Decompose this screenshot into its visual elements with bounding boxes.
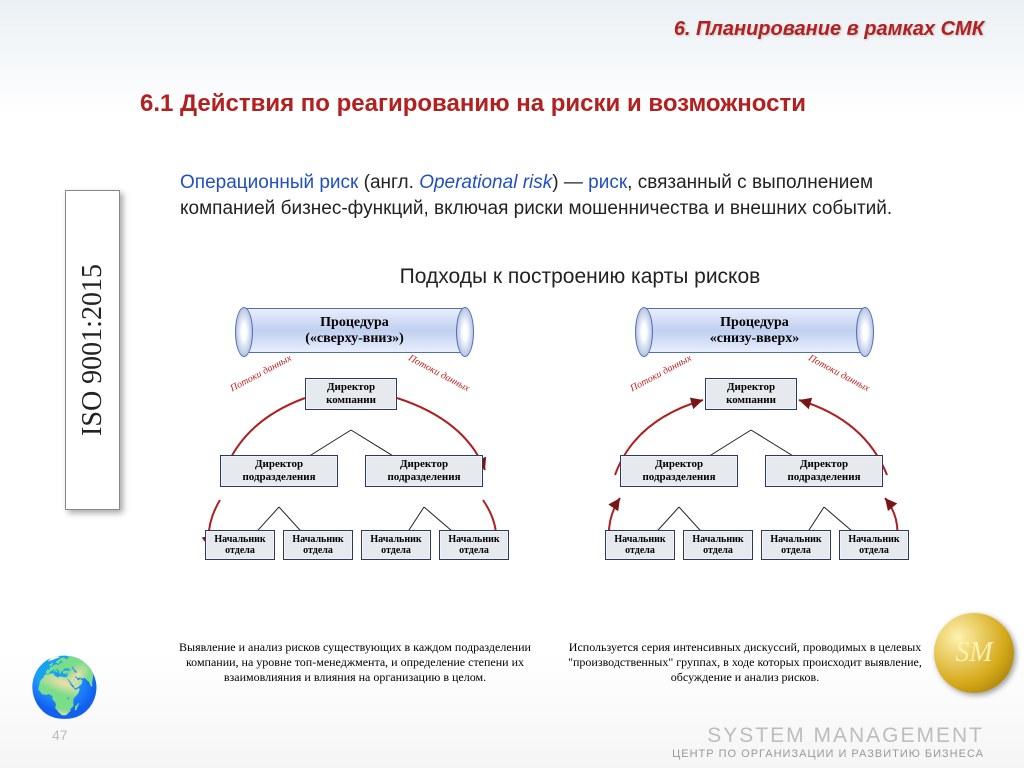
txt: отдела xyxy=(381,545,411,557)
txt: Директор xyxy=(255,458,303,471)
txt: Директор xyxy=(727,381,775,394)
flow-label: Потоки данных xyxy=(406,353,471,395)
txt: Директор xyxy=(655,458,703,471)
caption-left: Выявление и анализ рисков существующих в… xyxy=(170,640,540,685)
flow-label: Потоки данных xyxy=(228,353,293,395)
node-director: Директор компании xyxy=(705,378,797,410)
scroll-l1: Процедура xyxy=(320,315,389,331)
txt: отдела xyxy=(625,545,655,557)
term-link: риск xyxy=(588,172,627,193)
node-dept: Начальникотдела xyxy=(605,530,675,560)
brand-line-1: SYSTEM MANAGEMENT xyxy=(672,724,984,748)
txt: компании xyxy=(326,394,376,407)
flow-label: Потоки данных xyxy=(628,353,693,395)
txt: отдела xyxy=(459,545,489,557)
tree-top-down: Потоки данных Потоки данных Директор ком… xyxy=(165,370,535,630)
txt: отдела xyxy=(703,545,733,557)
tree-bottom-up: Потоки данных Потоки данных Директор ком… xyxy=(565,370,935,630)
txt: Начальник xyxy=(848,534,899,546)
scroll-l2: («сверху-вниз») xyxy=(305,331,404,347)
node-dept: Начальникотдела xyxy=(683,530,753,560)
scroll-r1: Процедура xyxy=(720,315,789,331)
node-subdirector: Директор подразделения xyxy=(620,455,738,487)
txt: подразделения xyxy=(387,471,460,484)
iso-sidebar: ISO 9001:2015 xyxy=(65,190,120,510)
node-dept: Начальникотдела xyxy=(205,530,275,560)
node-subdirector: Директор подразделения xyxy=(765,455,883,487)
brand-line-2: ЦЕНТР ПО ОРГАНИЗАЦИИ И РАЗВИТИЮ БИЗНЕСА xyxy=(672,748,984,760)
txt: Начальник xyxy=(292,534,343,546)
slide-subtitle: 6.1 Действия по реагированию на риски и … xyxy=(140,90,960,118)
node-dept: Начальникотдела xyxy=(439,530,509,560)
txt: (англ. xyxy=(358,172,419,193)
txt: компании xyxy=(726,394,776,407)
diagram-title: Подходы к построению карты рисков xyxy=(300,265,860,289)
txt: подразделения xyxy=(242,471,315,484)
scroll-top-down: Процедура («сверху-вниз») xyxy=(242,308,467,353)
node-subdirector: Директор подразделения xyxy=(365,455,483,487)
txt: отдела xyxy=(225,545,255,557)
coin-icon: SM xyxy=(934,613,1014,693)
scroll-bottom-up: Процедура «снизу-вверх» xyxy=(642,308,867,353)
caption-right: Используется серия интенсивных дискуссий… xyxy=(560,640,930,685)
node-subdirector: Директор подразделения xyxy=(220,455,338,487)
txt: Начальник xyxy=(692,534,743,546)
txt: отдела xyxy=(859,545,889,557)
txt: отдела xyxy=(781,545,811,557)
globe-icon: 🌍 xyxy=(20,643,110,733)
txt: ) — xyxy=(552,172,588,193)
txt: Начальник xyxy=(370,534,421,546)
txt: отдела xyxy=(303,545,333,557)
txt: Начальник xyxy=(214,534,265,546)
iso-label: ISO 9001:2015 xyxy=(77,264,109,436)
txt: подразделения xyxy=(787,471,860,484)
term-en: Operational risk xyxy=(419,172,552,193)
txt: Директор xyxy=(400,458,448,471)
flow-label: Потоки данных xyxy=(806,353,871,395)
txt: Начальник xyxy=(770,534,821,546)
txt: Директор xyxy=(800,458,848,471)
intro-paragraph: Операционный риск (англ. Operational ris… xyxy=(180,170,960,221)
node-dept: Начальникотдела xyxy=(283,530,353,560)
txt: подразделения xyxy=(642,471,715,484)
txt: Начальник xyxy=(448,534,499,546)
node-director: Директор компании xyxy=(305,378,397,410)
node-dept: Начальникотдела xyxy=(839,530,909,560)
term-ru: Операционный риск xyxy=(180,172,358,193)
node-dept: Начальникотдела xyxy=(361,530,431,560)
scroll-r2: «снизу-вверх» xyxy=(710,331,799,347)
slide-section-title: 6. Планирование в рамках СМК xyxy=(674,18,984,41)
txt: Начальник xyxy=(614,534,665,546)
txt: Директор xyxy=(327,381,375,394)
footer-brand: SYSTEM MANAGEMENT ЦЕНТР ПО ОРГАНИЗАЦИИ И… xyxy=(672,724,984,760)
node-dept: Начальникотдела xyxy=(761,530,831,560)
